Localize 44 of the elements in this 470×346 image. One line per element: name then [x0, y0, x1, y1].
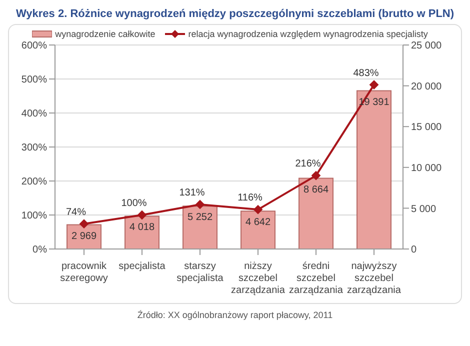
y2-tick-label: 25 000 [411, 40, 442, 52]
y-tick-label: 300% [21, 142, 48, 154]
data-label: 216% [295, 158, 321, 170]
y2-tick-label: 5 000 [411, 204, 436, 215]
x-tick-label: najwyższy szczebel zarządzania [347, 261, 402, 296]
x-tick-label: starszy specjalista [176, 261, 224, 284]
legend-label: relacja wynagrodzenia względem wynagrodzenia specjalisty [187, 29, 428, 39]
y-tick-label: 200% [21, 176, 48, 188]
data-label: 2 969 [71, 230, 97, 242]
x-tick-label: średni szczebel zarządzania [289, 261, 344, 296]
data-label: 74% [66, 206, 86, 218]
y2-tick-label: 15 000 [411, 122, 442, 134]
text: Źródło: XX ogólnobranżowy raport płacowy, 2011 [136, 310, 334, 320]
data-label: 116% [238, 192, 263, 204]
data-label: 131% [179, 187, 205, 198]
y2-tick-label: 0 [411, 244, 417, 256]
x-tick-label: specjalista [118, 261, 166, 272]
data-label: 5 252 [187, 212, 213, 224]
data-label: 100% [121, 198, 147, 209]
bar [182, 206, 218, 249]
x-tick-label: pracownik szeregowy [60, 261, 108, 284]
bar [240, 210, 276, 249]
y2-tick-label: 10 000 [411, 162, 442, 174]
legend-label: wynagrodzenie całkowite [54, 29, 156, 39]
point [138, 210, 146, 220]
point [312, 171, 320, 180]
x-tick-label: niższy szczebel zarządzania [231, 261, 286, 296]
data-label: 8 664 [303, 184, 329, 196]
y-tick-label: 600% [21, 40, 48, 52]
y-tick-label: 0% [32, 244, 48, 256]
point [196, 200, 204, 209]
y-tick-label: 100% [21, 210, 48, 222]
data-label: 4 642 [245, 217, 271, 228]
y-tick-label: 500% [21, 74, 48, 86]
y-tick-label: 400% [21, 108, 48, 120]
data-label: 4 018 [129, 222, 155, 234]
y2-tick-label: 20 000 [411, 81, 442, 92]
point [80, 219, 88, 228]
data-label: 483% [353, 68, 379, 79]
chart-title: Wykres 2. Różnice wynagrodzeń między poszczególnymi szczeblami (brutto w PLN) [14, 8, 456, 20]
bar [298, 178, 334, 249]
point [370, 80, 378, 90]
bar [356, 90, 392, 249]
point [254, 205, 262, 214]
